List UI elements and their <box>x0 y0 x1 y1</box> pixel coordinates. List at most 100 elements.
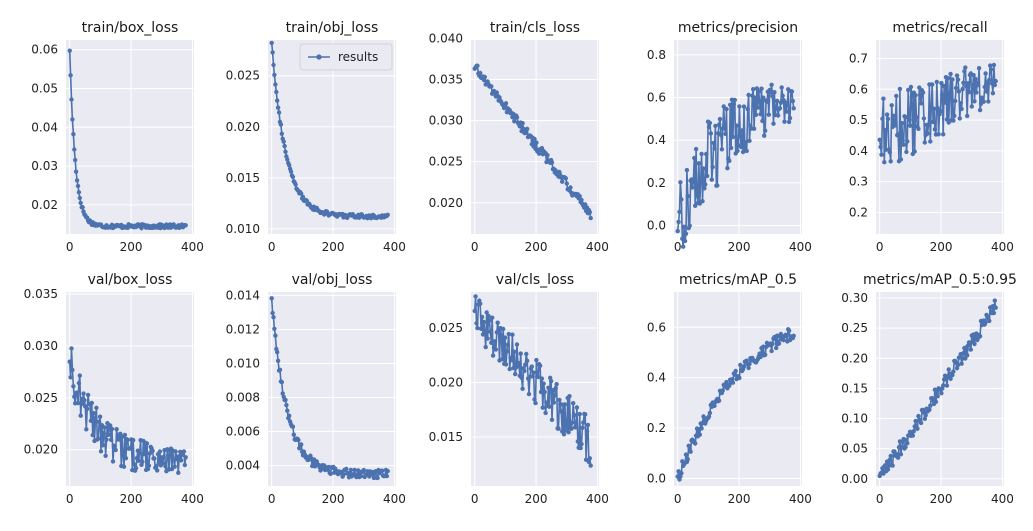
plot-area <box>674 292 802 486</box>
data-point <box>965 353 970 358</box>
data-point <box>744 148 749 154</box>
data-point <box>504 349 510 354</box>
data-point <box>782 119 787 124</box>
data-point <box>277 367 283 372</box>
data-point <box>936 132 941 137</box>
data-point <box>747 138 752 143</box>
y-tick-label: 0.05 <box>841 442 868 456</box>
x-tick-label: 200 <box>525 240 548 254</box>
data-point <box>122 432 128 438</box>
data-point <box>769 82 774 88</box>
data-point <box>546 385 551 390</box>
data-point <box>725 166 730 171</box>
data-point <box>288 169 294 174</box>
data-point <box>885 116 891 122</box>
y-tick-label: 0.10 <box>841 412 868 426</box>
y-tick-label: 0.4 <box>849 144 868 158</box>
subplot-7: 0 200 400 0.004 0.006 0.008 0.010 0.012 0.014 val… <box>226 272 406 506</box>
data-point <box>543 410 548 416</box>
x-tick-label: 400 <box>181 492 204 506</box>
data-point <box>917 85 922 90</box>
data-point <box>694 193 700 198</box>
plot-title: metrics/precision <box>678 20 798 36</box>
data-point <box>106 432 111 437</box>
data-point <box>505 342 510 347</box>
data-point <box>955 362 961 368</box>
data-point <box>575 439 580 444</box>
data-point <box>108 437 114 442</box>
data-point <box>685 193 690 199</box>
data-point <box>880 116 885 122</box>
data-point <box>178 458 184 463</box>
data-point <box>551 400 557 405</box>
data-point <box>925 131 930 136</box>
data-point <box>577 411 582 417</box>
data-point <box>352 467 357 473</box>
data-point <box>380 468 385 473</box>
data-point <box>584 429 590 434</box>
y-tick-label: 0.2 <box>849 205 868 219</box>
data-point <box>913 93 918 98</box>
subplot-8: 0 200 400 0.015 0.020 0.025 val/cls_loss <box>429 272 609 506</box>
data-point <box>581 420 586 425</box>
data-point <box>693 146 699 152</box>
data-point <box>563 176 568 181</box>
data-point <box>71 132 76 137</box>
data-point <box>974 90 979 95</box>
y-tick-label: 0.15 <box>841 381 868 395</box>
data-point <box>523 362 528 367</box>
data-point <box>279 131 284 136</box>
data-point <box>676 219 681 225</box>
data-point <box>72 394 77 399</box>
data-point <box>716 398 722 403</box>
data-point <box>526 391 532 397</box>
data-point <box>588 215 593 221</box>
data-point <box>547 404 552 409</box>
x-tick-label: 400 <box>586 492 609 506</box>
data-point <box>941 132 946 137</box>
data-point <box>586 459 592 465</box>
data-point <box>536 374 541 380</box>
data-point <box>500 357 505 362</box>
data-point <box>101 431 107 436</box>
data-point <box>888 159 893 164</box>
data-point <box>899 120 904 126</box>
data-point <box>697 432 702 437</box>
data-point <box>966 90 972 95</box>
data-point <box>284 402 289 408</box>
data-point <box>890 463 895 468</box>
plot-area <box>268 292 396 486</box>
data-point <box>791 333 796 338</box>
y-tick-label: 0.6 <box>849 82 868 96</box>
data-point <box>157 449 163 454</box>
x-tick-label: 400 <box>789 240 812 254</box>
data-point <box>140 459 145 464</box>
data-point <box>895 131 901 137</box>
data-point <box>91 411 96 416</box>
plot-title: val/box_loss <box>88 272 173 288</box>
x-tick-label: 200 <box>930 240 953 254</box>
y-tick-label: 0.025 <box>24 391 58 405</box>
data-point <box>754 86 760 91</box>
data-point <box>934 389 939 395</box>
data-point <box>678 474 683 479</box>
data-point <box>970 83 975 89</box>
data-point <box>953 85 959 91</box>
data-point <box>574 405 580 410</box>
data-point <box>928 403 933 408</box>
data-point <box>952 113 957 119</box>
data-point <box>514 115 520 120</box>
data-point <box>777 106 783 111</box>
data-point <box>548 375 553 380</box>
data-point <box>926 122 931 127</box>
data-point <box>76 380 82 386</box>
data-point <box>472 308 477 314</box>
data-point <box>478 301 483 306</box>
data-point <box>895 455 901 460</box>
data-point <box>905 441 910 446</box>
data-point <box>77 373 83 378</box>
data-point <box>887 457 892 462</box>
data-point <box>983 320 988 325</box>
data-point <box>751 126 757 131</box>
